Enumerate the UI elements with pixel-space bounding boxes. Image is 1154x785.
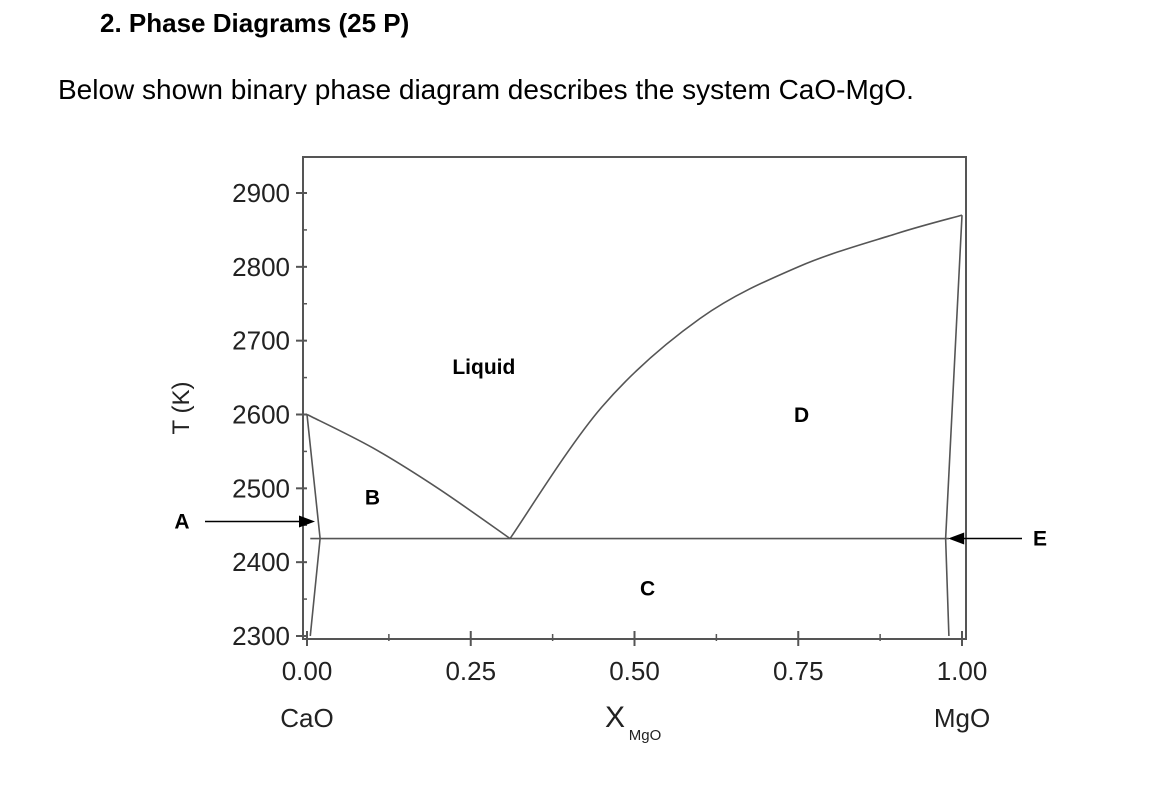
pointer-label-e: E: [1033, 528, 1047, 551]
x-tick-label: 1.00: [937, 656, 988, 686]
y-tick-label: 2600: [232, 400, 290, 430]
region-label-c: C: [640, 577, 655, 600]
x-tick-label: 0.00: [282, 656, 333, 686]
x-tick-label: 0.50: [609, 656, 660, 686]
y-tick-label: 2700: [232, 326, 290, 356]
y-axis-title: T (K): [168, 382, 195, 435]
y-tick-label: 2300: [232, 621, 290, 651]
phase-boundaries: [306, 214, 963, 637]
pointer-arrowhead: [948, 532, 965, 545]
liquidus-mgo-side: [509, 214, 963, 539]
x-tick-label: 0.75: [773, 656, 824, 686]
question-intro: Below shown binary phase diagram describ…: [58, 74, 914, 105]
axis-ticks: 2900 2800 2700 2600 2500 2400 2300 0.00 0.25 0.50…: [232, 178, 987, 686]
x-axis-title-subscript: MgO: [629, 727, 662, 744]
plot-frame: [302, 156, 967, 640]
plot-border: [302, 156, 967, 640]
diagram-labels: Liquid B C D A E: [174, 356, 1047, 601]
y-tick-label: 2800: [232, 252, 290, 282]
x-axis-title: X: [605, 701, 625, 734]
region-label-b: B: [365, 487, 380, 510]
x-right-component-label: MgO: [934, 703, 990, 733]
pointer-label-a: A: [174, 511, 189, 534]
x-left-component-label: CaO: [280, 703, 333, 733]
y-tick-label: 2500: [232, 473, 290, 503]
pointer-arrowhead: [299, 515, 315, 528]
solvus-mgo-side: [944, 215, 963, 637]
solvus-cao-side: [306, 414, 321, 637]
x-tick-label: 0.25: [445, 656, 496, 686]
y-tick-label: 2900: [232, 178, 290, 208]
region-label-d: D: [794, 404, 809, 427]
question-heading: 2. Phase Diagrams (25 P): [100, 8, 410, 38]
y-tick-label: 2400: [232, 547, 290, 577]
region-label-liquid: Liquid: [452, 356, 515, 379]
liquidus-cao-side: [306, 413, 511, 540]
